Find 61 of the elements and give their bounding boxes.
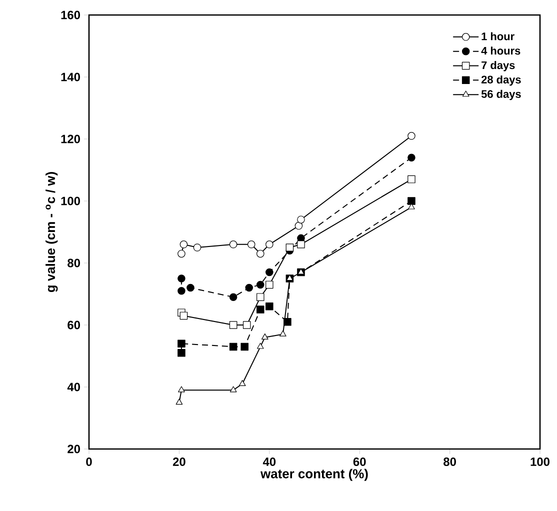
- x-tick-label: 100: [530, 458, 550, 466]
- legend-label: 28 days: [481, 75, 521, 86]
- point: [266, 268, 274, 276]
- x-tick-label: 20: [172, 458, 186, 466]
- point: [408, 203, 415, 210]
- point: [238, 380, 246, 386]
- point: [186, 284, 194, 292]
- y-tick-label: 120: [61, 134, 80, 144]
- x-axis-title: water content (%): [260, 468, 368, 481]
- point: [193, 244, 202, 252]
- point: [178, 386, 185, 392]
- point: [256, 342, 264, 349]
- point: [256, 306, 264, 314]
- point: [229, 321, 238, 329]
- legend-label: 1 hour: [482, 32, 514, 40]
- point: [280, 330, 286, 336]
- point: [229, 342, 238, 351]
- point: [408, 175, 416, 184]
- point: [286, 244, 294, 252]
- point: [180, 240, 188, 248]
- y-tick-label: 40: [67, 382, 80, 392]
- point: [229, 293, 238, 301]
- legend-label: 4 hours: [481, 46, 520, 55]
- x-tick-label: 40: [262, 458, 276, 466]
- y-tick-label: 60: [68, 320, 80, 330]
- point: [178, 274, 186, 282]
- point: [256, 293, 264, 301]
- point: [297, 216, 305, 224]
- x-tick-label: 80: [444, 458, 456, 466]
- point: [408, 197, 416, 205]
- y-axis-title: g value (cm - $^{o}$c / w): [46, 172, 58, 292]
- point: [266, 240, 274, 248]
- y-tick-label: 140: [61, 72, 80, 82]
- point: [266, 280, 274, 289]
- y-tick-label: 100: [61, 196, 80, 206]
- y-tick-label: 80: [68, 258, 80, 268]
- point: [176, 398, 183, 405]
- y-tick-label: 160: [61, 10, 80, 20]
- point: [261, 334, 268, 340]
- point: [229, 240, 238, 248]
- point: [240, 342, 248, 351]
- point: [266, 302, 274, 310]
- point: [178, 349, 186, 357]
- point: [245, 284, 253, 292]
- point: [180, 312, 188, 320]
- y-tick-label: 20: [68, 444, 80, 454]
- point: [408, 154, 416, 162]
- point: [247, 240, 256, 248]
- point: [284, 318, 292, 326]
- point: [178, 340, 186, 348]
- point: [297, 240, 305, 248]
- point: [294, 222, 303, 230]
- legend-label: 56 days: [481, 90, 521, 100]
- point: [256, 280, 264, 289]
- legend-label: 7 days: [482, 61, 515, 72]
- point: [230, 386, 237, 392]
- point: [178, 287, 186, 295]
- point: [256, 250, 264, 258]
- point: [242, 321, 251, 329]
- x-tick-label: 60: [353, 458, 366, 466]
- x-tick-label: 0: [86, 458, 92, 466]
